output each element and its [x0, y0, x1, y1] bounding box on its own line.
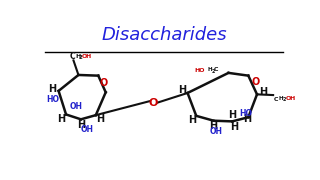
Text: H: H [228, 110, 236, 120]
Text: C: C [273, 97, 278, 102]
Text: C: C [214, 67, 218, 72]
Text: H: H [289, 96, 294, 101]
Text: H: H [75, 54, 80, 59]
Text: H: H [243, 114, 251, 124]
Text: OH: OH [70, 102, 83, 111]
Text: H: H [96, 114, 104, 124]
Text: 2: 2 [79, 55, 83, 60]
Text: H: H [58, 114, 66, 124]
Text: 2: 2 [283, 97, 286, 102]
Text: H: H [86, 54, 91, 59]
Text: C: C [69, 52, 75, 61]
Text: H: H [210, 121, 218, 131]
Text: H: H [48, 84, 56, 94]
Text: H: H [207, 67, 212, 72]
Text: O: O [82, 54, 87, 59]
Text: H: H [259, 87, 267, 97]
Text: OH: OH [81, 125, 94, 134]
Text: H: H [77, 120, 85, 130]
Text: 2: 2 [211, 69, 214, 74]
Text: O: O [148, 98, 157, 108]
Text: H: H [231, 122, 239, 132]
Text: HO: HO [239, 109, 252, 118]
Text: H: H [279, 96, 284, 101]
Text: HO: HO [195, 68, 205, 73]
Text: OH: OH [210, 127, 223, 136]
Text: H: H [188, 115, 196, 125]
Text: O: O [99, 78, 108, 88]
Text: H: H [179, 85, 187, 95]
Text: HO: HO [46, 95, 59, 104]
Text: O: O [251, 77, 259, 87]
Text: Disaccharides: Disaccharides [101, 26, 227, 44]
Text: O: O [285, 96, 291, 101]
